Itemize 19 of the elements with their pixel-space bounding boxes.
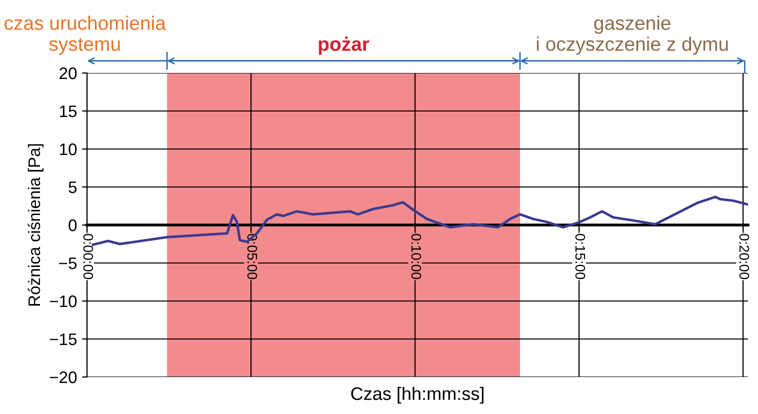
y-tick-label: 0 — [68, 219, 77, 232]
y-tick-label: 10 — [60, 143, 77, 156]
x-tick-label: 0:00:00 — [83, 234, 94, 280]
x-tick-label: 0:05:00 — [247, 234, 258, 280]
y-tick-label: −10 — [50, 295, 77, 308]
text: gaszenie i oczyszczenie z dymu — [536, 16, 728, 55]
y-tick-label: −15 — [50, 334, 77, 346]
y-tick-label: 15 — [60, 106, 77, 118]
band-label: pożar — [318, 36, 370, 55]
x-tick-label: 0:15:00 — [575, 234, 586, 280]
y-axis-title: Różnica ciśnienia [Pa] — [28, 144, 44, 306]
text: czas uruchomienia systemu — [4, 16, 166, 55]
y-tick-label: 20 — [60, 67, 77, 80]
y-tick-label: −5 — [59, 258, 77, 270]
x-tick-label: 0:10:00 — [411, 234, 422, 280]
x-tick-label: 0:20:00 — [739, 234, 750, 280]
x-axis-title: Czas [hh:mm:ss] — [351, 386, 484, 404]
y-tick-label: 5 — [68, 182, 77, 194]
y-tick-label: −20 — [50, 371, 77, 384]
